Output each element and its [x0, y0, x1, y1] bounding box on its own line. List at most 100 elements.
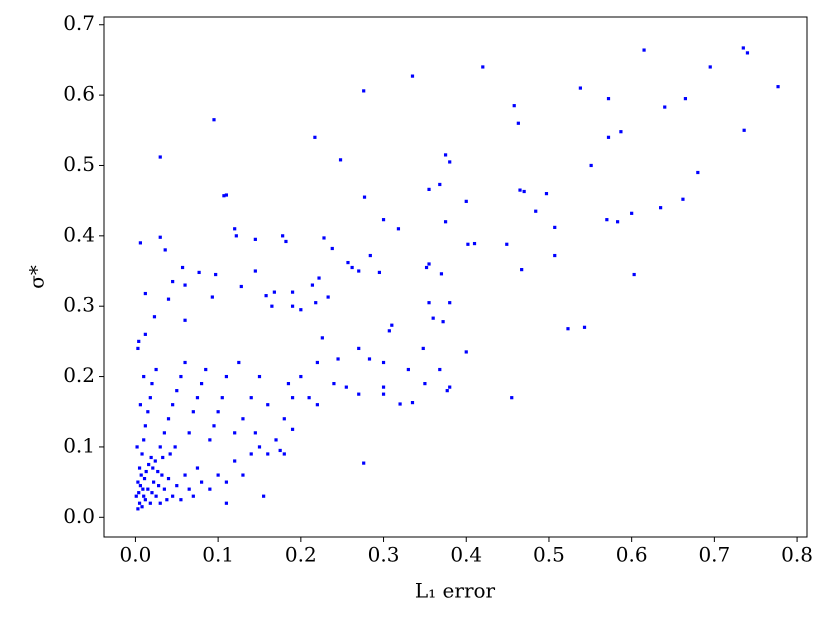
- point: [632, 272, 636, 277]
- point: [195, 396, 200, 400]
- point: [148, 501, 152, 505]
- point: [183, 473, 187, 477]
- point: [315, 403, 319, 407]
- point: [606, 97, 611, 101]
- point: [138, 403, 142, 407]
- y-tick-label: 0.3: [63, 293, 95, 317]
- point: [179, 498, 183, 502]
- point: [143, 332, 147, 336]
- y-tick-label: 0.4: [63, 222, 95, 246]
- point: [233, 459, 237, 463]
- point: [272, 290, 276, 294]
- point: [290, 427, 295, 431]
- point: [158, 235, 162, 239]
- x-tick-label: 0.3: [368, 543, 400, 567]
- x-tick-label: 0.5: [533, 543, 565, 567]
- point: [165, 498, 169, 502]
- point: [322, 236, 326, 240]
- point: [663, 105, 667, 109]
- y-axis-label: σ*: [25, 265, 49, 289]
- point: [146, 487, 150, 491]
- point: [210, 295, 214, 299]
- point: [191, 494, 195, 498]
- point: [150, 382, 154, 386]
- point: [142, 494, 146, 498]
- point: [423, 382, 427, 386]
- point: [516, 121, 520, 125]
- point: [249, 452, 253, 456]
- point: [156, 484, 161, 488]
- point: [427, 301, 431, 305]
- point: [522, 189, 526, 194]
- point: [381, 360, 386, 365]
- point: [512, 104, 516, 108]
- point: [439, 272, 444, 276]
- point: [147, 462, 151, 467]
- point: [605, 218, 609, 222]
- point: [448, 160, 452, 164]
- point: [142, 438, 146, 442]
- y-tick-label: 0.7: [63, 11, 95, 35]
- point: [264, 294, 268, 298]
- x-tick-label: 0.7: [698, 543, 730, 567]
- point: [630, 211, 634, 215]
- point: [330, 246, 334, 251]
- point: [346, 260, 350, 265]
- x-tick-label: 0.2: [285, 543, 317, 567]
- point: [208, 487, 212, 491]
- point: [153, 459, 157, 463]
- point: [290, 290, 295, 294]
- point: [161, 455, 165, 460]
- point: [183, 318, 187, 322]
- point: [745, 51, 750, 55]
- point: [438, 367, 442, 372]
- point: [357, 346, 361, 351]
- y-tick-label: 0.2: [63, 363, 95, 387]
- point: [332, 382, 336, 386]
- point: [708, 65, 712, 69]
- point: [315, 360, 319, 365]
- point: [135, 445, 139, 449]
- point: [307, 396, 311, 400]
- point: [187, 431, 191, 435]
- point: [158, 501, 162, 505]
- point: [204, 367, 208, 372]
- point: [158, 155, 162, 159]
- point: [659, 206, 663, 210]
- point: [589, 163, 593, 168]
- point: [144, 469, 148, 474]
- point: [741, 46, 745, 50]
- point: [156, 469, 160, 474]
- point: [270, 304, 274, 308]
- point: [142, 476, 147, 481]
- point: [195, 466, 200, 470]
- point: [224, 480, 229, 484]
- point: [137, 466, 142, 470]
- point: [320, 336, 324, 340]
- point: [183, 360, 187, 365]
- point: [696, 170, 700, 175]
- point: [262, 494, 266, 498]
- point: [212, 118, 216, 122]
- point: [154, 367, 158, 372]
- point: [253, 237, 257, 241]
- point: [776, 85, 780, 89]
- point: [249, 396, 253, 400]
- point: [171, 403, 175, 407]
- point: [338, 158, 343, 162]
- point: [683, 97, 688, 101]
- point: [290, 396, 295, 400]
- plot-frame: [103, 16, 808, 538]
- point: [241, 473, 245, 477]
- point: [154, 494, 158, 498]
- point: [239, 284, 243, 289]
- point: [421, 346, 425, 351]
- point: [406, 367, 410, 372]
- point: [410, 401, 415, 405]
- point: [742, 128, 746, 132]
- point: [616, 220, 620, 224]
- point: [466, 242, 470, 246]
- point: [443, 220, 448, 224]
